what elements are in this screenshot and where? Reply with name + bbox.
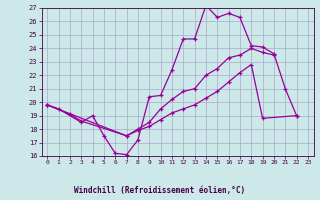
- Text: Windchill (Refroidissement éolien,°C): Windchill (Refroidissement éolien,°C): [75, 186, 245, 194]
